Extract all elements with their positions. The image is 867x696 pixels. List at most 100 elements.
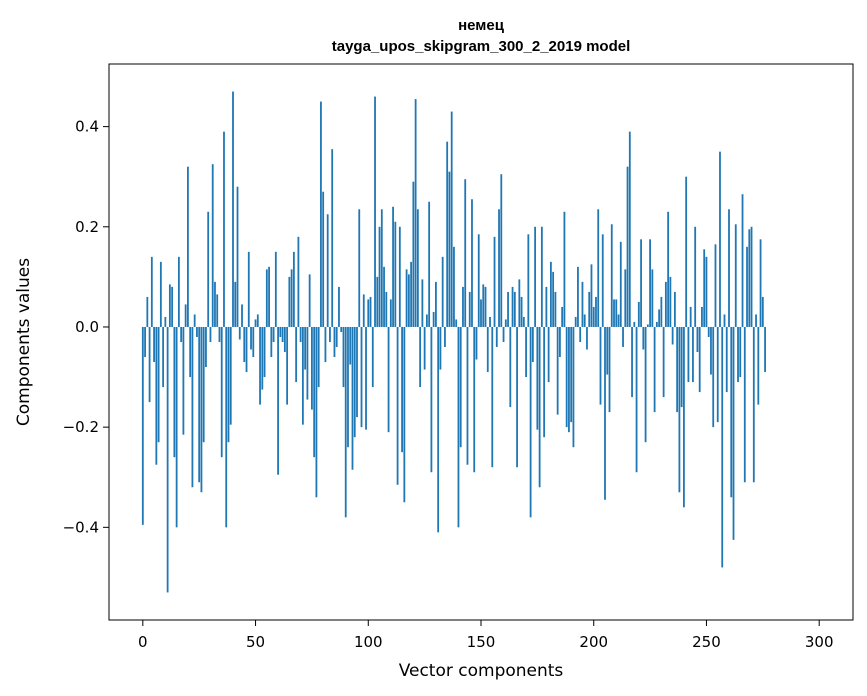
- bar: [446, 141, 449, 327]
- bar: [252, 326, 255, 358]
- bar: [428, 201, 431, 327]
- bar: [509, 326, 512, 408]
- bar: [214, 281, 216, 327]
- bar: [392, 206, 394, 327]
- bar: [146, 296, 149, 327]
- bar: [610, 224, 613, 327]
- bar: [220, 326, 223, 458]
- bar: [680, 326, 683, 408]
- bar: [279, 326, 282, 337]
- bar: [191, 326, 194, 488]
- x-tick-label: 150: [467, 633, 496, 651]
- bar: [737, 326, 739, 383]
- bar: [637, 301, 640, 327]
- bar: [389, 299, 392, 327]
- y-tick-label: −0.4: [63, 518, 99, 536]
- bar: [144, 326, 146, 358]
- bar: [182, 326, 185, 435]
- bar: [236, 186, 239, 327]
- bar: [241, 304, 243, 327]
- bar: [234, 281, 237, 327]
- bar: [473, 326, 476, 473]
- x-tick-label: 200: [579, 633, 608, 651]
- bar: [238, 326, 241, 340]
- bar: [462, 286, 464, 327]
- bar: [223, 131, 225, 327]
- x-axis-label: Vector components: [399, 661, 564, 681]
- bar: [716, 326, 719, 423]
- bar: [198, 326, 201, 483]
- bar: [642, 326, 645, 350]
- bar: [398, 226, 401, 327]
- bar: [696, 326, 699, 353]
- bar: [423, 326, 426, 370]
- bar: [166, 326, 169, 593]
- bar: [453, 246, 455, 327]
- bar: [380, 209, 383, 327]
- bar: [502, 326, 505, 342]
- bar: [466, 326, 469, 465]
- bar: [435, 281, 437, 327]
- bar: [265, 269, 268, 327]
- bar: [669, 276, 672, 327]
- bar: [141, 326, 144, 525]
- bar: [288, 276, 291, 327]
- bar: [673, 291, 676, 327]
- bar: [570, 326, 573, 423]
- bar: [193, 314, 196, 327]
- bar: [511, 286, 514, 327]
- bar: [268, 266, 270, 327]
- bar: [259, 326, 261, 405]
- bar: [667, 211, 670, 327]
- bar: [464, 179, 467, 327]
- bar: [522, 316, 525, 327]
- bar: [157, 326, 160, 443]
- bar: [378, 226, 381, 327]
- bar: [439, 326, 442, 370]
- bar: [595, 296, 597, 327]
- bar: [297, 236, 300, 327]
- y-tick-label: 0.0: [75, 318, 99, 336]
- bar: [743, 326, 746, 483]
- bar: [538, 326, 541, 488]
- bar: [728, 209, 730, 327]
- bar: [281, 326, 284, 342]
- bar: [750, 226, 753, 327]
- bar: [631, 326, 633, 398]
- bar: [450, 111, 453, 327]
- bar: [394, 221, 397, 327]
- bar: [622, 326, 624, 348]
- bar: [581, 281, 584, 327]
- bar: [678, 326, 681, 493]
- bar: [730, 326, 733, 498]
- bar: [385, 291, 388, 327]
- bar: [187, 166, 189, 327]
- bar: [477, 234, 480, 327]
- bar: [306, 326, 309, 400]
- bar: [712, 326, 715, 428]
- bar: [633, 321, 636, 327]
- bar: [286, 326, 289, 405]
- bar: [322, 191, 325, 327]
- bar: [624, 269, 627, 327]
- bar: [721, 326, 724, 568]
- bar: [250, 326, 252, 350]
- bar: [516, 326, 518, 468]
- chart-subtitle: tayga_upos_skipgram_300_2_2019 model: [332, 38, 631, 55]
- bar: [520, 296, 523, 327]
- x-tick-label: 100: [354, 633, 383, 651]
- bar: [369, 296, 372, 327]
- bar: [626, 166, 629, 327]
- bar: [714, 244, 717, 327]
- bar: [329, 326, 331, 342]
- bar: [644, 326, 647, 443]
- bar: [628, 131, 631, 327]
- bar: [374, 96, 376, 327]
- y-tick-label: −0.2: [63, 418, 99, 436]
- bar: [371, 326, 374, 388]
- bar: [459, 326, 462, 448]
- bar: [540, 226, 543, 327]
- bar: [430, 326, 433, 473]
- bar: [649, 239, 651, 327]
- bar: [592, 306, 595, 327]
